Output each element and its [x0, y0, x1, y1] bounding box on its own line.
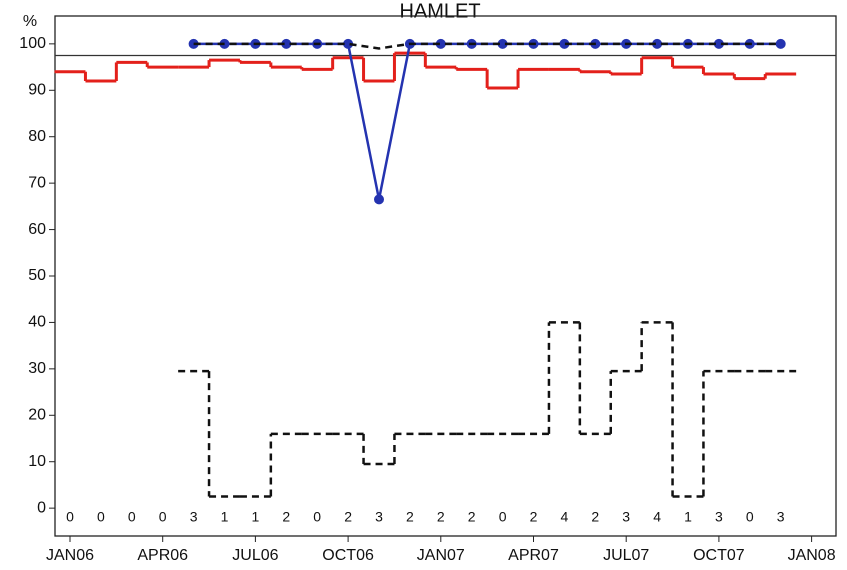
x-tick-label: JUL06: [232, 547, 278, 564]
count-label: 1: [684, 509, 692, 525]
series-marker: [497, 38, 508, 49]
series-marker: [713, 38, 724, 49]
count-label: 2: [530, 509, 538, 525]
count-label: 2: [344, 509, 352, 525]
count-label: 3: [622, 509, 630, 525]
x-tick-label: OCT06: [322, 547, 374, 564]
count-label: 2: [282, 509, 290, 525]
y-tick-label: 70: [28, 174, 46, 191]
count-label: 2: [406, 509, 414, 525]
count-label: 1: [221, 509, 229, 525]
count-label: 3: [190, 509, 198, 525]
count-label: 2: [437, 509, 445, 525]
y-tick-label: 50: [28, 267, 46, 284]
series-marker: [775, 38, 786, 49]
x-tick-label: APR06: [137, 547, 188, 564]
x-tick-label: JAN07: [417, 547, 465, 564]
count-label: 3: [375, 509, 383, 525]
count-label: 0: [128, 509, 136, 525]
y-tick-label: 100: [19, 35, 46, 52]
count-label: 2: [468, 509, 476, 525]
x-tick-label: APR07: [508, 547, 559, 564]
count-label: 4: [653, 509, 661, 525]
y-tick-label: 80: [28, 128, 46, 145]
count-label: 1: [252, 509, 260, 525]
count-label: 0: [66, 509, 74, 525]
count-label: 0: [159, 509, 167, 525]
chart-title: HAMLET: [399, 0, 480, 22]
count-label: 4: [561, 509, 569, 525]
count-label: 3: [777, 509, 785, 525]
count-label: 0: [97, 509, 105, 525]
count-label: 0: [746, 509, 754, 525]
count-label: 3: [715, 509, 723, 525]
count-label: 0: [313, 509, 321, 525]
x-tick-label: JAN08: [788, 547, 836, 564]
series-line: [193, 42, 781, 50]
y-tick-label: 0: [37, 499, 46, 516]
series-marker: [435, 38, 446, 49]
y-tick-label: 60: [28, 221, 46, 238]
y-tick-label: 10: [28, 453, 46, 470]
x-tick-label: JUL07: [603, 547, 649, 564]
y-axis-label: %: [23, 13, 37, 30]
y-tick-label: 90: [28, 82, 46, 99]
count-label: 2: [591, 509, 599, 525]
count-label: 0: [499, 509, 507, 525]
series-marker: [652, 38, 663, 49]
y-tick-label: 20: [28, 407, 46, 424]
x-tick-label: JAN06: [46, 547, 94, 564]
y-tick-label: 40: [28, 314, 46, 331]
series-marker: [559, 38, 570, 49]
plot-frame: [54, 15, 837, 537]
y-tick-label: 30: [28, 360, 46, 377]
series-marker: [281, 38, 292, 49]
x-tick-label: OCT07: [693, 547, 745, 564]
series-marker: [374, 194, 384, 205]
series-marker: [343, 38, 354, 49]
